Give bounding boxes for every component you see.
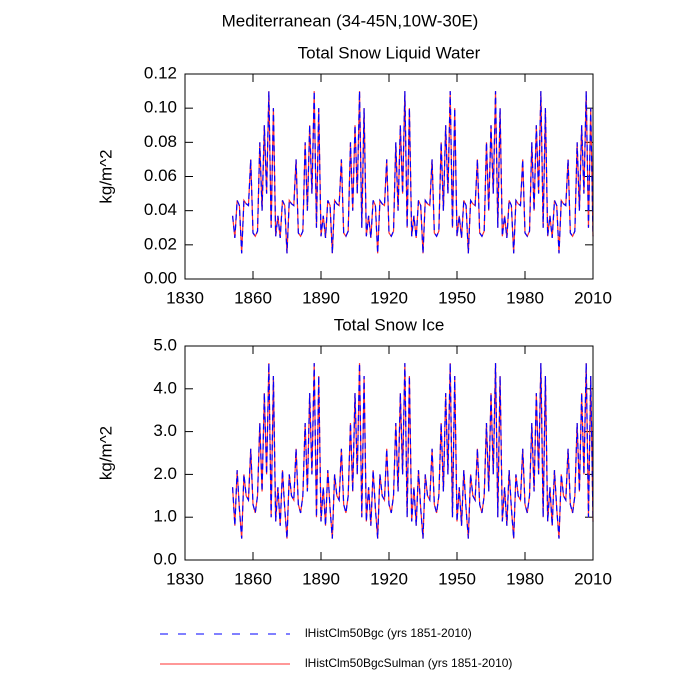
plot-frame (184, 73, 594, 280)
page-title: Mediterranean (34-45N,10W-30E) (222, 11, 479, 30)
x-tick-label: 1950 (438, 288, 476, 307)
y-tick-label: 0.04 (144, 200, 177, 219)
x-tick-label: 1860 (234, 569, 272, 588)
y-tick-label: 3.0 (153, 421, 177, 440)
y-tick-label: 1.0 (153, 507, 177, 526)
y-tick-label: 0.00 (144, 268, 177, 287)
chart-title: Total Snow Ice (334, 315, 445, 334)
x-tick-label: 1830 (166, 569, 204, 588)
x-tick-label: 1980 (506, 288, 544, 307)
plot-frame (184, 345, 594, 561)
y-tick-label: 0.10 (144, 98, 177, 117)
x-tick-label: 1860 (234, 288, 272, 307)
x-tick-label: 1830 (166, 288, 204, 307)
y-tick-label: 5.0 (153, 335, 177, 354)
y-tick-label: 0.02 (144, 234, 177, 253)
y-tick-label: 2.0 (153, 464, 177, 483)
y-tick-label: 0.08 (144, 132, 177, 151)
legend-label: lHistClm50BgcSulman (yrs 1851-2010) (305, 656, 512, 670)
x-tick-label: 1890 (302, 569, 340, 588)
x-tick-label: 1890 (302, 288, 340, 307)
x-tick-label: 1950 (438, 569, 476, 588)
chart-title: Total Snow Liquid Water (298, 43, 481, 62)
y-tick-label: 0.12 (144, 63, 177, 82)
legend-label: lHistClm50Bgc (yrs 1851-2010) (305, 626, 472, 640)
data-line (232, 363, 594, 539)
y-tick-label: 0.06 (144, 166, 177, 185)
data-line (232, 91, 594, 254)
x-tick-label: 1980 (506, 569, 544, 588)
x-tick-label: 1920 (370, 569, 408, 588)
y-axis-label: kg/m^2 (96, 426, 115, 480)
y-axis-label: kg/m^2 (96, 149, 115, 203)
x-tick-label: 1920 (370, 288, 408, 307)
y-tick-label: 4.0 (153, 378, 177, 397)
x-tick-label: 2010 (574, 288, 612, 307)
x-tick-label: 2010 (574, 569, 612, 588)
y-tick-label: 0.0 (153, 549, 177, 568)
